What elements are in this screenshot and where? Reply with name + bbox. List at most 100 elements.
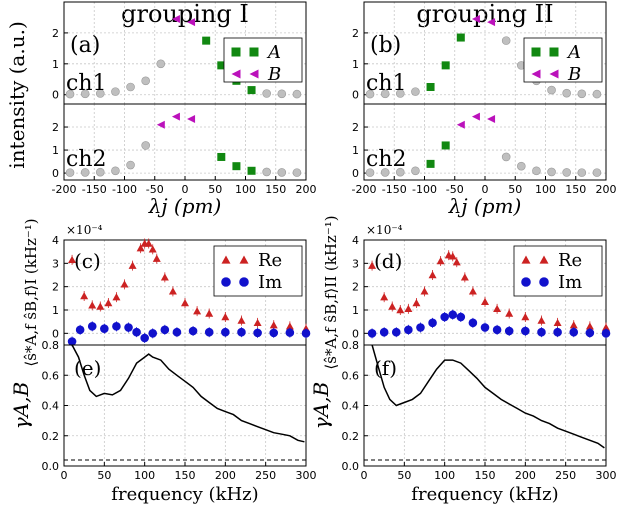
b-point bbox=[471, 112, 480, 121]
b-point bbox=[171, 15, 180, 23]
im-point bbox=[237, 327, 246, 337]
y-tick-label: 0.4 bbox=[42, 400, 60, 413]
re-point bbox=[253, 318, 262, 327]
x-tick-label: 300 bbox=[296, 469, 317, 482]
bg-point bbox=[380, 89, 390, 99]
re-point bbox=[388, 302, 397, 310]
x-tick-label: -100 bbox=[112, 183, 137, 196]
y-tick-label: 0 bbox=[52, 89, 59, 102]
bg-point bbox=[277, 89, 287, 99]
x-tick-label: 200 bbox=[596, 183, 617, 196]
re-point bbox=[537, 316, 546, 324]
bg-point bbox=[80, 168, 90, 177]
bg-point bbox=[532, 166, 541, 176]
re-point bbox=[237, 316, 246, 324]
y-tick-label: 0 bbox=[52, 167, 59, 180]
re-point bbox=[285, 322, 294, 330]
y-tick-label: 0 bbox=[52, 327, 59, 340]
bg-point bbox=[592, 168, 602, 177]
bg-point bbox=[562, 88, 571, 98]
re-point bbox=[521, 313, 530, 321]
a-point bbox=[247, 86, 256, 95]
re-point bbox=[468, 287, 477, 295]
x-tick-label: -150 bbox=[82, 183, 107, 196]
re-point bbox=[380, 293, 389, 301]
bg-point bbox=[126, 160, 135, 170]
panel-label: (d) bbox=[374, 249, 402, 273]
a-point bbox=[456, 33, 465, 42]
a-point bbox=[441, 141, 450, 150]
y-tick-label: 0.6 bbox=[342, 369, 360, 382]
bg-point bbox=[65, 168, 75, 177]
y-tick-label: 0 bbox=[352, 327, 359, 340]
bg-point bbox=[365, 89, 375, 99]
x-tick-label: -50 bbox=[146, 183, 164, 196]
im-point bbox=[379, 327, 389, 337]
bg-point bbox=[411, 166, 420, 176]
y-tick-label: 0.0 bbox=[342, 460, 360, 473]
im-point bbox=[404, 325, 413, 335]
re-point bbox=[152, 254, 161, 262]
re-point bbox=[436, 257, 445, 265]
bg-point bbox=[380, 168, 390, 177]
im-point bbox=[456, 312, 466, 322]
legend-marker-b bbox=[531, 69, 541, 79]
legend-marker-re bbox=[539, 255, 549, 264]
bg-point bbox=[577, 168, 587, 177]
im-point bbox=[75, 325, 85, 335]
bg-point bbox=[111, 166, 120, 176]
y-tick-label: 0.2 bbox=[342, 430, 360, 443]
legend-marker-b bbox=[231, 69, 241, 79]
im-point bbox=[428, 318, 437, 328]
bg-point bbox=[592, 89, 602, 99]
bg-point bbox=[126, 82, 135, 92]
y-tick-label: 2 bbox=[52, 27, 59, 40]
bg-point bbox=[365, 168, 375, 177]
im-point bbox=[204, 327, 214, 337]
legend-label-im: Im bbox=[558, 272, 582, 293]
re-point bbox=[112, 293, 121, 301]
im-point bbox=[504, 326, 514, 336]
bg-point bbox=[411, 87, 420, 96]
im-point bbox=[160, 325, 170, 335]
x-tick-label: 200 bbox=[215, 469, 236, 482]
x-tick-label: -100 bbox=[412, 183, 437, 196]
im-point bbox=[132, 327, 141, 337]
x-tick-label: 100 bbox=[235, 183, 256, 196]
re-point bbox=[569, 321, 578, 329]
bg-point bbox=[96, 167, 105, 177]
b-point bbox=[187, 18, 196, 27]
im-point bbox=[188, 326, 198, 336]
re-point bbox=[269, 321, 278, 329]
coherence-line bbox=[71, 344, 305, 443]
im-point bbox=[448, 310, 458, 319]
y-tick-label: 0.6 bbox=[42, 369, 60, 382]
im-point bbox=[148, 329, 158, 338]
x-tick-label: 200 bbox=[296, 183, 317, 196]
re-point bbox=[160, 273, 169, 281]
re-point bbox=[585, 322, 594, 330]
im-point bbox=[440, 312, 449, 322]
x-tick-label: 0 bbox=[182, 183, 189, 196]
x-tick-label: 50 bbox=[397, 469, 411, 482]
bg-point bbox=[501, 152, 511, 162]
legend-label-re: Re bbox=[258, 250, 282, 271]
x-tick-label: 250 bbox=[255, 469, 276, 482]
x-tick-label: 100 bbox=[434, 469, 455, 482]
re-point bbox=[428, 271, 437, 279]
x-tick-label: -200 bbox=[352, 183, 377, 196]
a-point bbox=[217, 61, 226, 70]
y-tick-label: 1 bbox=[52, 304, 59, 317]
panel-label: (b) bbox=[370, 33, 401, 58]
y-axis-label: ⟨ŝ*A,f ŝB,f⟩I (kHz⁻¹) bbox=[22, 218, 40, 366]
legend-marker-re bbox=[521, 255, 531, 264]
im-point bbox=[221, 327, 230, 337]
legend-marker-a bbox=[531, 47, 541, 57]
x-tick-label: -50 bbox=[446, 183, 464, 196]
bg-point bbox=[96, 89, 105, 98]
x-tick-label: -200 bbox=[52, 183, 77, 196]
legend-marker-re bbox=[239, 255, 249, 264]
legend-box bbox=[513, 245, 603, 297]
